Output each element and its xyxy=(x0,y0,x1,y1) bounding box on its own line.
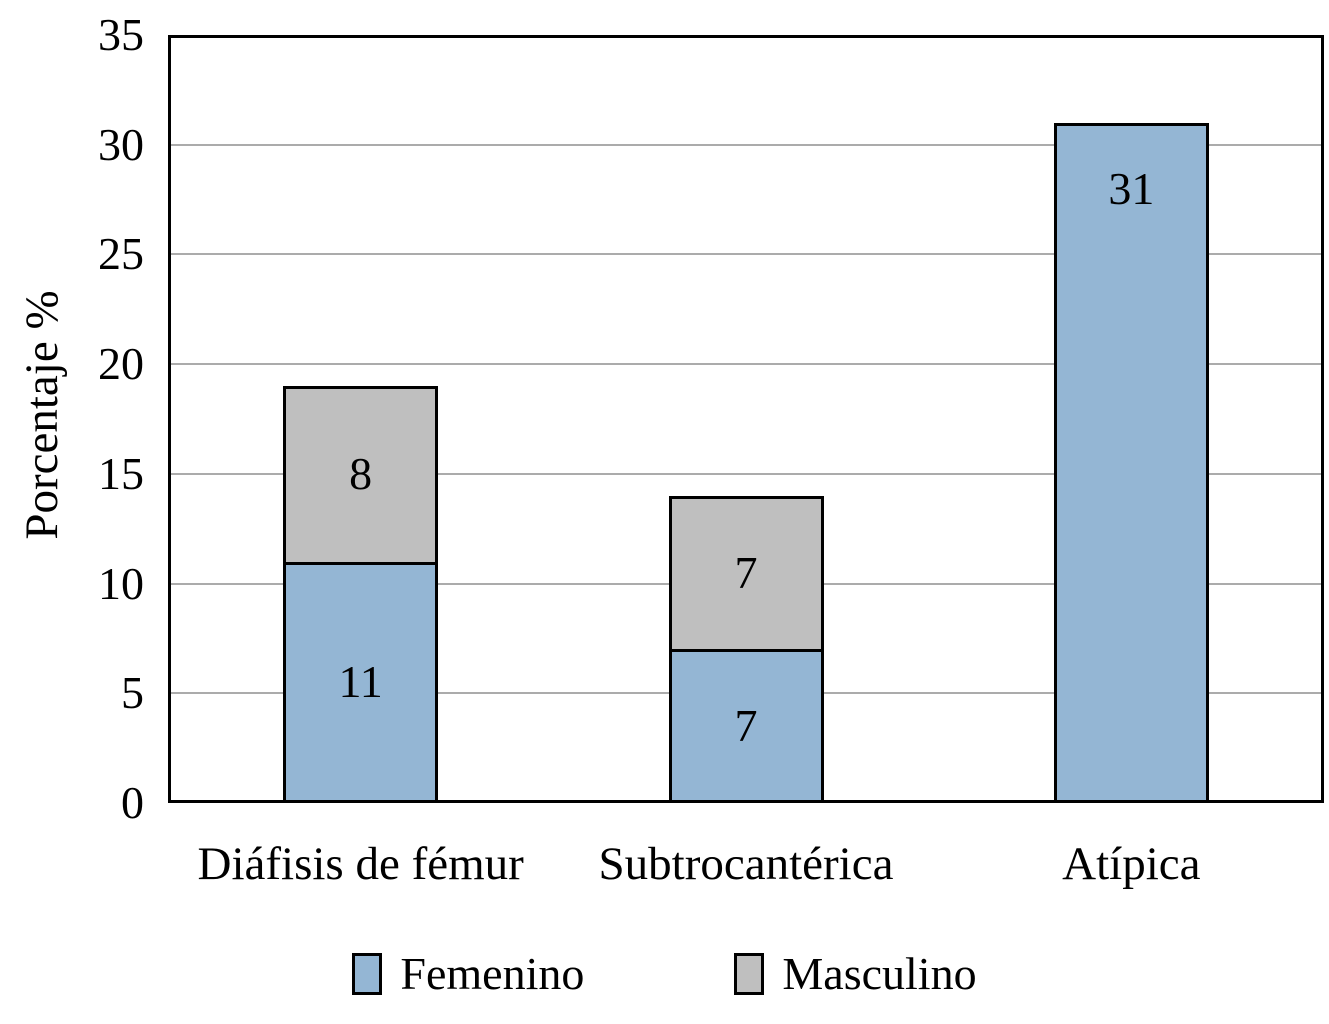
x-axis-category-label: Diáfisis de fémur xyxy=(197,838,524,890)
bar-value-label: 7 xyxy=(734,546,758,598)
legend-swatch-icon xyxy=(352,953,383,995)
y-axis-tick-label: 20 xyxy=(98,338,144,390)
bar-segment-masculino xyxy=(668,495,824,653)
y-axis-tick-label: 15 xyxy=(98,447,144,499)
y-axis-tick-label: 5 xyxy=(121,667,144,719)
bar-value-label: 7 xyxy=(734,700,758,752)
bar-segment-femenino xyxy=(283,561,439,803)
bar-value-label: 8 xyxy=(349,447,373,499)
legend-entry-masculino: Masculino xyxy=(734,948,977,1000)
legend-label: Masculino xyxy=(782,948,977,999)
gridline xyxy=(171,472,1321,475)
y-axis-tick-label: 0 xyxy=(121,777,144,828)
bar-segment-masculino xyxy=(283,386,439,565)
gridline xyxy=(171,253,1321,256)
y-axis-tick-label: 30 xyxy=(98,118,144,170)
legend-label: Femenino xyxy=(400,948,585,999)
x-axis-category-label: Subtrocantérica xyxy=(598,838,894,890)
y-axis-tick-label: 35 xyxy=(98,9,144,60)
chart-legend: Femenino Masculino xyxy=(0,948,1329,1000)
x-axis-category-label: Atípica xyxy=(1062,838,1201,890)
bar-segment-femenino xyxy=(1053,122,1209,803)
legend-entry-femenino: Femenino xyxy=(352,948,584,1000)
gridline xyxy=(171,143,1321,146)
y-axis-tick-label: 25 xyxy=(98,228,144,280)
bar-value-label: 11 xyxy=(338,656,383,708)
y-axis-tick-label: 10 xyxy=(98,557,144,609)
bar-value-label: 31 xyxy=(1108,162,1155,214)
gridline xyxy=(171,363,1321,366)
legend-swatch-icon xyxy=(734,953,765,995)
